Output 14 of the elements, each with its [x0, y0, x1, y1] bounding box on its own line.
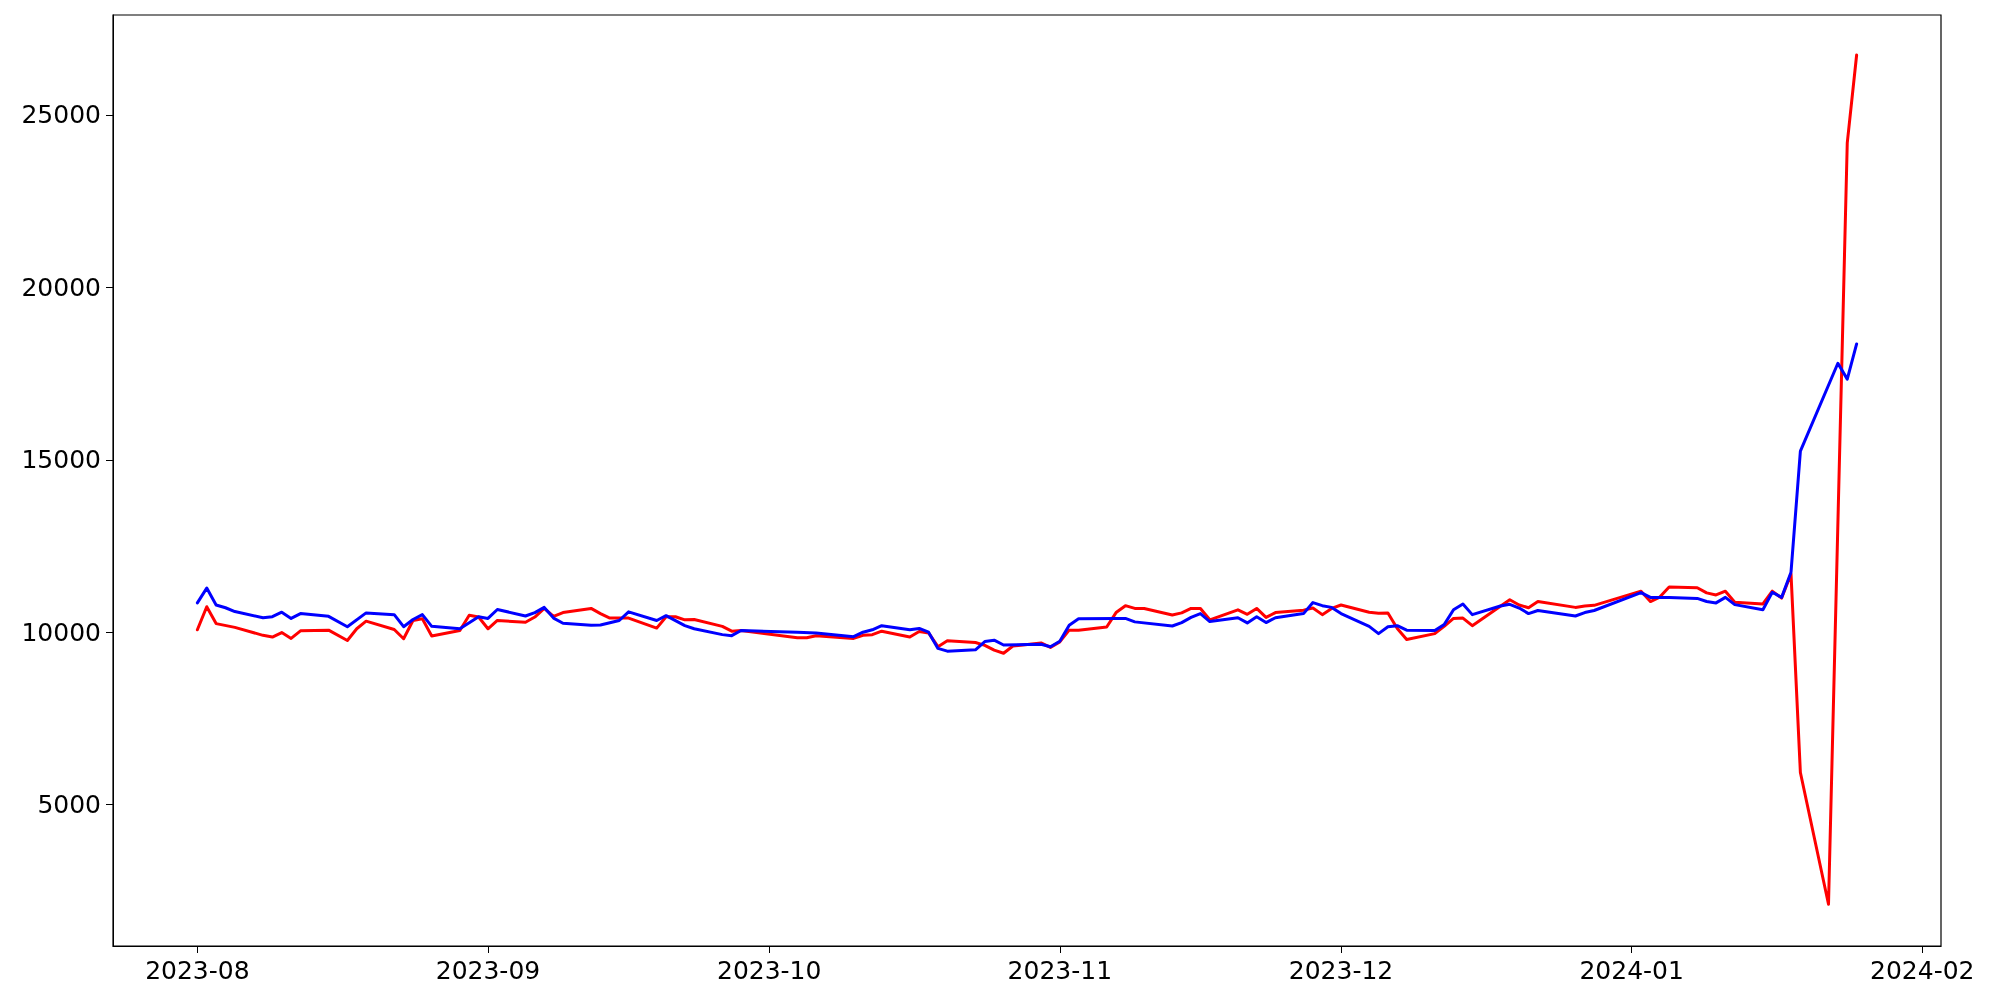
line-series	[195, 53, 1859, 906]
x-tick-label: 2023-08	[145, 956, 250, 985]
y-tick-label: 20000	[21, 272, 101, 302]
line-series	[195, 342, 1859, 653]
x-tick-label: 2023-09	[435, 956, 541, 985]
x-tick-label: 2024-02	[1870, 956, 1975, 985]
x-tick-label: 2023-12	[1288, 956, 1394, 985]
x-tick-label: 2023-11	[1007, 956, 1113, 985]
y-tick-label: 25000	[21, 100, 101, 130]
x-tick-label: 2023-10	[716, 956, 822, 985]
x-tick-label: 2024-01	[1579, 956, 1684, 985]
y-tick-label: 5000	[37, 790, 101, 820]
y-tick-label: 10000	[21, 617, 101, 647]
y-tick-label: 15000	[21, 445, 101, 475]
